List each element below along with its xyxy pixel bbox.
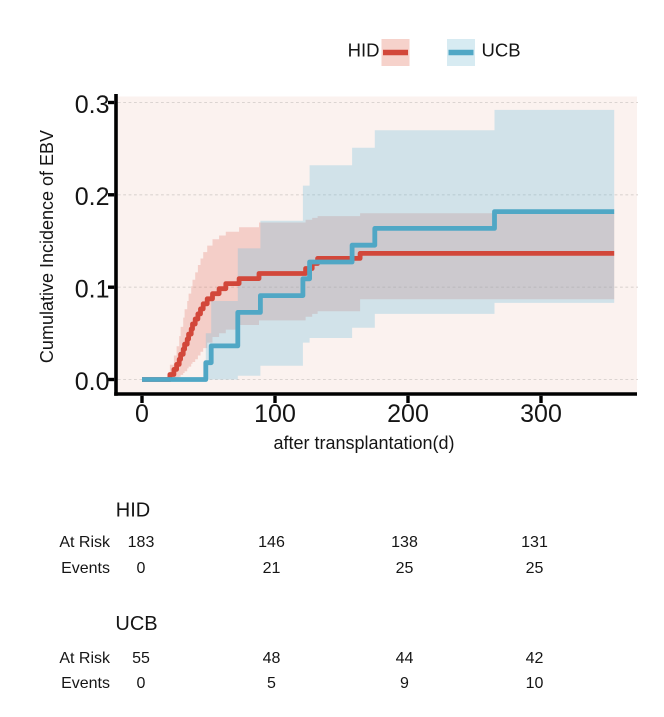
svg-text:Events: Events: [61, 675, 110, 692]
svg-text:146: 146: [258, 534, 285, 551]
svg-text:Cumulative Incidence of EBV: Cumulative Incidence of EBV: [37, 130, 57, 363]
svg-text:10: 10: [526, 675, 544, 692]
svg-text:300: 300: [520, 400, 562, 428]
svg-text:25: 25: [526, 560, 544, 577]
svg-text:42: 42: [526, 650, 544, 667]
svg-text:131: 131: [521, 534, 548, 551]
svg-text:200: 200: [387, 400, 429, 428]
svg-text:Events: Events: [61, 560, 110, 577]
svg-text:0: 0: [137, 675, 146, 692]
svg-text:UCB: UCB: [482, 40, 521, 61]
svg-text:HID: HID: [116, 500, 150, 522]
svg-text:25: 25: [396, 560, 414, 577]
svg-text:138: 138: [391, 534, 418, 551]
svg-text:48: 48: [263, 650, 281, 667]
svg-text:At Risk: At Risk: [59, 650, 111, 667]
svg-text:55: 55: [132, 650, 150, 667]
svg-text:UCB: UCB: [115, 613, 157, 635]
svg-text:5: 5: [267, 675, 276, 692]
svg-text:0.0: 0.0: [75, 368, 110, 396]
svg-text:after transplantation(d): after transplantation(d): [273, 433, 454, 453]
svg-text:183: 183: [128, 534, 155, 551]
svg-text:0.2: 0.2: [75, 183, 110, 211]
svg-text:0.1: 0.1: [75, 276, 110, 304]
svg-text:44: 44: [396, 650, 414, 667]
svg-text:At Risk: At Risk: [59, 534, 111, 551]
svg-text:100: 100: [254, 400, 296, 428]
svg-text:0: 0: [137, 560, 146, 577]
svg-text:0.3: 0.3: [75, 91, 110, 119]
svg-text:HID: HID: [348, 40, 380, 61]
svg-text:9: 9: [400, 675, 409, 692]
svg-text:0: 0: [135, 400, 149, 428]
svg-text:21: 21: [263, 560, 281, 577]
